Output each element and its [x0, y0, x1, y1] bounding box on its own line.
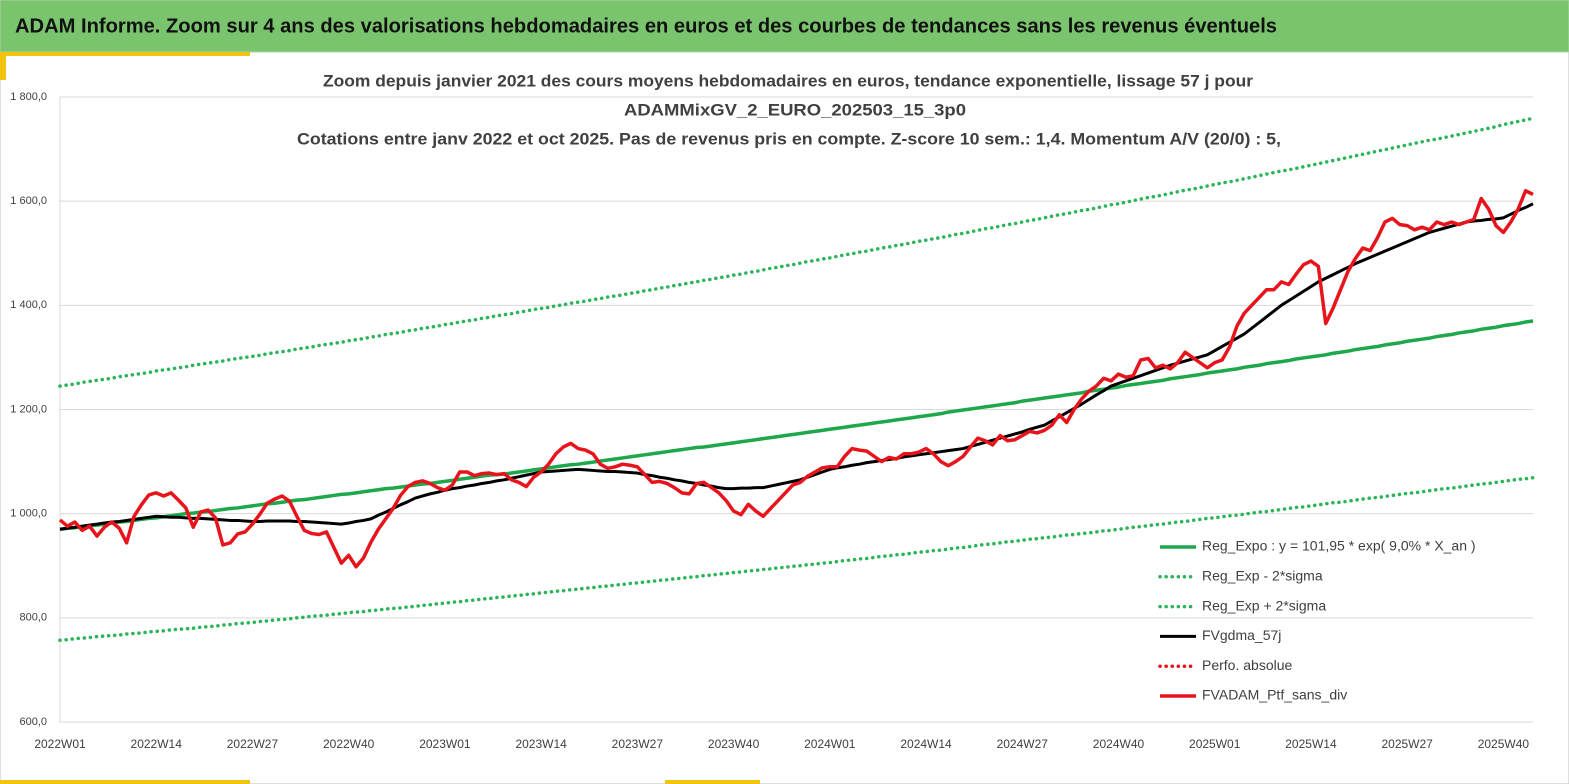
y-tick-label: 1 200,0: [10, 403, 47, 415]
chart-title: Zoom depuis janvier 2021 des cours moyen…: [323, 71, 1253, 90]
series-line: [58, 189, 1534, 569]
accent: [665, 780, 760, 784]
legend-label: FVADAM_Ptf_sans_div: [1202, 687, 1347, 703]
chart-title: Cotations entre janv 2022 et oct 2025. P…: [297, 129, 1281, 148]
chart-title: ADAMMixGV_2_EURO_202503_15_3p0: [624, 100, 966, 119]
y-tick-label: 1 600,0: [10, 195, 47, 207]
x-tick-label: 2022W14: [131, 737, 183, 751]
x-tick-label: 2022W27: [227, 737, 279, 751]
legend-label: Reg_Exp + 2*sigma: [1202, 597, 1326, 613]
x-tick-label: 2024W40: [1093, 737, 1145, 751]
x-tick-label: 2024W14: [900, 737, 952, 751]
accent: [0, 52, 6, 80]
x-tick-label: 2025W40: [1478, 737, 1530, 751]
series-line: [59, 319, 1534, 532]
x-tick-label: 2025W01: [1189, 737, 1241, 751]
series-line: [59, 202, 1534, 531]
x-tick-label: 2023W14: [515, 737, 567, 751]
accent: [0, 780, 250, 784]
y-tick-label: 1 800,0: [10, 91, 47, 103]
x-tick-label: 2025W27: [1381, 737, 1433, 751]
legend-label: Perfo. absolue: [1202, 657, 1292, 673]
legend-label: Reg_Exp - 2*sigma: [1202, 568, 1323, 584]
x-tick-label: 2023W40: [708, 737, 760, 751]
y-tick-label: 600,0: [19, 716, 47, 728]
y-tick-label: 1 000,0: [10, 508, 47, 520]
x-tick-label: 2022W40: [323, 737, 375, 751]
x-tick-label: 2024W01: [804, 737, 856, 751]
y-tick-label: 800,0: [19, 612, 47, 624]
accent: [0, 52, 250, 56]
legend-label: FVgdma_57j: [1202, 627, 1281, 643]
page-title: ADAM Informe. Zoom sur 4 ans des valoris…: [15, 15, 1277, 37]
x-tick-label: 2024W27: [997, 737, 1049, 751]
x-tick-label: 2025W14: [1285, 737, 1337, 751]
x-tick-label: 2023W27: [612, 737, 664, 751]
series-line: [58, 116, 1535, 388]
x-tick-label: 2023W01: [419, 737, 471, 751]
x-tick-label: 2022W01: [34, 737, 86, 751]
header-bar: [0, 0, 1569, 53]
legend-label: Reg_Expo : y = 101,95 * exp( 9,0% * X_an…: [1202, 538, 1476, 554]
y-tick-label: 1 400,0: [10, 299, 47, 311]
